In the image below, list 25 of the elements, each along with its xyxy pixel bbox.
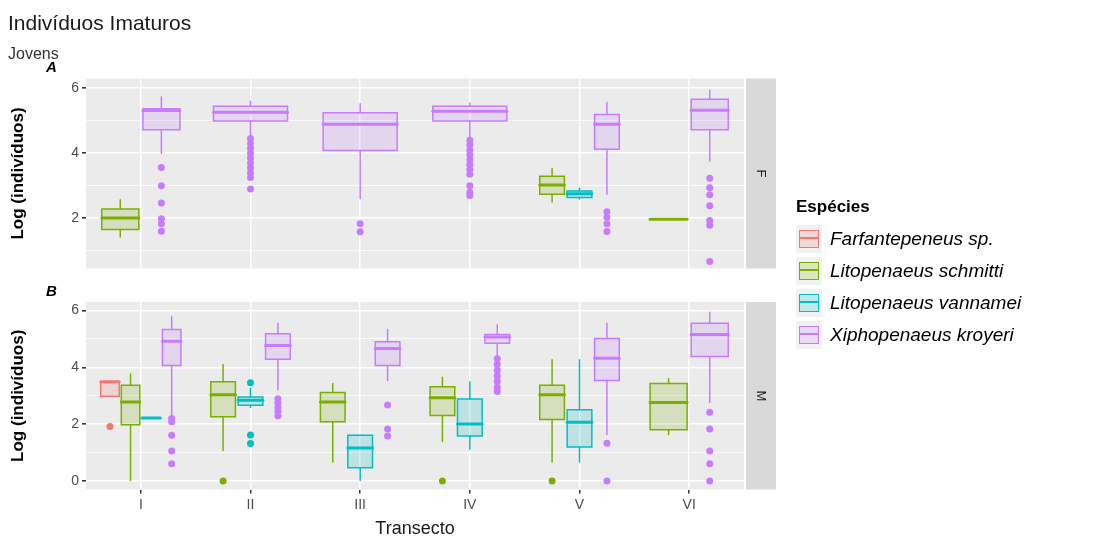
x-tick-label: VI — [682, 495, 696, 512]
y-tick-label: 0 — [71, 471, 80, 488]
x-tick-label: II — [246, 495, 255, 512]
y-tick-label: 2 — [71, 415, 80, 432]
chart-title: Indivíduos Imaturos — [8, 11, 192, 35]
x-axis-title: Transecto — [375, 518, 455, 539]
y-tick-label: 4 — [71, 144, 80, 161]
x-tick-label: V — [574, 495, 585, 512]
legend-label: Farfantepeneus sp. — [830, 228, 994, 250]
y-tick-label: 6 — [71, 79, 80, 96]
legend-title: Espécies — [796, 197, 871, 217]
text: M — [754, 390, 770, 402]
legend-label: Litopenaeus vannamei — [830, 292, 1022, 314]
x-tick-label: III — [354, 495, 366, 512]
y-tick-label: 2 — [71, 209, 80, 226]
legend-label: Litopenaeus schmitti — [830, 260, 1004, 282]
legend-label: Xiphopenaeus kroyeri — [830, 324, 1014, 346]
y-tick-label: 4 — [71, 358, 80, 375]
text: B — [46, 281, 57, 299]
y-tick-label: 6 — [71, 301, 80, 318]
y-axis-title: Log (indivíduos) — [7, 329, 27, 462]
x-tick-label: IV — [463, 495, 478, 512]
text: F — [754, 169, 770, 178]
y-axis-title: Log (indivíduos) — [7, 107, 27, 240]
x-tick-label: I — [138, 495, 143, 512]
